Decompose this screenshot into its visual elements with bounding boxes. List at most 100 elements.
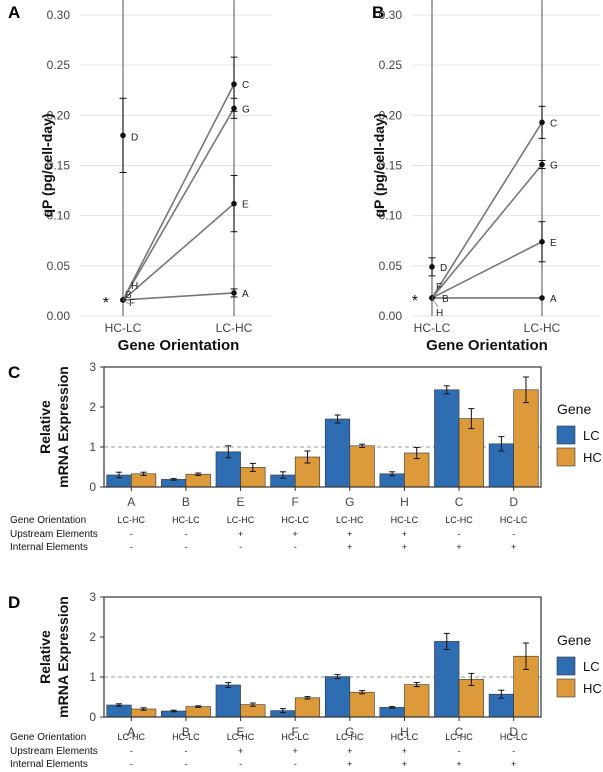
bar-lc bbox=[215, 684, 241, 718]
point-label: H bbox=[436, 308, 443, 319]
bar-lc bbox=[434, 389, 460, 488]
x-tick-label: F bbox=[292, 495, 299, 509]
row-label: Internal Elements bbox=[10, 542, 88, 553]
plot-frame bbox=[103, 596, 542, 718]
row-label: Gene Orientation bbox=[10, 515, 86, 526]
point-label: B bbox=[442, 294, 449, 305]
annotation-cell: - bbox=[294, 542, 297, 552]
point-label: G bbox=[242, 104, 250, 115]
annotation-cell: + bbox=[511, 542, 516, 552]
annotation-cell: + bbox=[347, 542, 352, 552]
y-tick-label: 3 bbox=[89, 360, 96, 374]
annotation-cell: LC-HC bbox=[227, 732, 255, 742]
x-tick-label: G bbox=[345, 725, 354, 739]
annotation-cell: LC-HC bbox=[118, 732, 146, 742]
legend-title: Gene bbox=[557, 401, 591, 417]
annotation-cell: + bbox=[293, 529, 298, 539]
bar-lc bbox=[434, 641, 460, 718]
y-axis-title-line2: mRNA Expression bbox=[55, 596, 71, 718]
point-label: A bbox=[550, 294, 557, 305]
x-axis-title: Gene Orientation bbox=[118, 337, 240, 354]
series-line bbox=[122, 107, 235, 301]
y-tick-label: 0.15 bbox=[379, 159, 403, 173]
annotation-cell: + bbox=[347, 759, 352, 769]
panel-letter: B bbox=[372, 3, 384, 22]
legend-label: HC bbox=[583, 450, 602, 465]
x-tick-label: C bbox=[455, 725, 464, 739]
bar-hc bbox=[294, 697, 321, 718]
y-tick-label: 2 bbox=[89, 630, 96, 644]
y-tick-label: 1 bbox=[89, 440, 96, 454]
label-leader bbox=[431, 288, 439, 299]
annotation-cell: - bbox=[458, 746, 461, 756]
y-tick-label: 0.00 bbox=[47, 309, 71, 323]
y-tick-label: 0.20 bbox=[47, 108, 71, 122]
annotation-cell: - bbox=[458, 529, 461, 539]
annotation-cell: + bbox=[402, 542, 407, 552]
legend: Gene LC HC bbox=[556, 401, 602, 467]
annotation-cell: HC-LC bbox=[172, 515, 200, 525]
data-point bbox=[539, 119, 545, 126]
legend-title: Gene bbox=[557, 632, 591, 648]
row-label: Internal Elements bbox=[10, 759, 88, 770]
x-tick-label: LC-HC bbox=[216, 321, 253, 335]
bar-lc bbox=[106, 704, 132, 718]
label-leader bbox=[431, 297, 439, 308]
panel-letter: A bbox=[8, 3, 20, 22]
annotation-cell: HC-LC bbox=[281, 515, 309, 525]
panel-letter: D bbox=[8, 593, 20, 612]
annotation-cell: LC-HC bbox=[445, 515, 473, 525]
annotation-cell: LC-HC bbox=[227, 515, 255, 525]
data-point bbox=[231, 81, 237, 88]
annotation-cell: + bbox=[456, 542, 461, 552]
label-leader bbox=[122, 299, 130, 305]
annotation-cell: LC-HC bbox=[336, 515, 364, 525]
x-tick-label: D bbox=[509, 725, 518, 739]
y-axis-title-line1: Relative bbox=[37, 400, 53, 454]
series-line bbox=[431, 121, 543, 299]
x-tick-label: G bbox=[345, 495, 354, 509]
bar-hc bbox=[185, 706, 211, 718]
series-line bbox=[431, 163, 543, 299]
x-axis-title: Gene Orientation bbox=[426, 337, 548, 354]
annotation-cell: HC-LC bbox=[391, 515, 419, 525]
panel-b: B 0.00 0.05 0.10 0.15 0.20 0.25 0.30 HC-LC LC-HC D… bbox=[371, 0, 600, 354]
point-label: F bbox=[436, 282, 442, 293]
plot-frame bbox=[103, 366, 542, 488]
y-tick-label: 0.30 bbox=[47, 8, 71, 22]
point-label: D bbox=[131, 132, 138, 143]
y-tick-label: 0.10 bbox=[379, 209, 403, 223]
point-label: H bbox=[131, 281, 138, 292]
y-tick-label: 1 bbox=[89, 670, 96, 684]
y-tick-label: 0.10 bbox=[47, 209, 71, 223]
panel-c: C0123ALC-HC--BHC-LC--ELC-HC+-FHC-LC+-GLC… bbox=[8, 360, 602, 553]
annotation-cell: - bbox=[239, 542, 242, 552]
bar-hc bbox=[349, 445, 375, 488]
legend-label: LC bbox=[583, 428, 600, 443]
y-axis-title: qP (pg/cell-day) bbox=[39, 114, 55, 218]
y-axis-title: qP (pg/cell-day) bbox=[371, 114, 387, 218]
y-tick-label: 0 bbox=[89, 710, 96, 724]
annotation-cell: + bbox=[347, 529, 352, 539]
panel-a: A 0.00 0.05 0.10 0.15 0.20 0.25 0.30 HC-LC LC-HC D… bbox=[8, 0, 272, 354]
x-tick-label: E bbox=[237, 495, 245, 509]
bar-hc bbox=[349, 691, 375, 718]
series-line bbox=[431, 241, 543, 299]
point-label: F bbox=[129, 298, 135, 309]
label-leader bbox=[122, 284, 132, 301]
legend-key-hc bbox=[556, 447, 576, 467]
annotation-cell: - bbox=[294, 759, 297, 769]
x-tick-label: B bbox=[182, 495, 190, 509]
x-tick-label: E bbox=[237, 725, 245, 739]
annotation-cell: LC-HC bbox=[445, 732, 473, 742]
x-tick-label: A bbox=[127, 725, 135, 739]
row-label: Upstream Elements bbox=[10, 529, 98, 540]
panel-letter: C bbox=[8, 363, 20, 382]
annotation-cell: + bbox=[402, 529, 407, 539]
bar-lc bbox=[324, 418, 351, 488]
y-tick-label: 0.25 bbox=[47, 58, 71, 72]
data-point bbox=[231, 200, 237, 207]
x-tick-label: A bbox=[127, 495, 135, 509]
annotation-cell: - bbox=[184, 759, 187, 769]
